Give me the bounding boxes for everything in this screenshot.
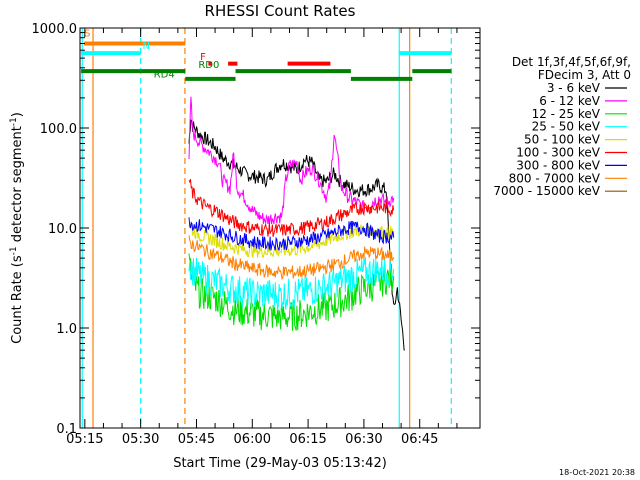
x-tick-label: 05:15 [66,432,103,447]
state-bar-label: N [143,41,150,52]
legend: Det 1f,3f,4f,5f,6f,9f, FDecim 3, Att 0 3… [493,55,631,198]
y-tick-label: 1.0 [56,322,77,337]
x-axis-label: Start Time (29-May-03 05:13:42) [173,456,387,471]
x-tick-label: 05:30 [122,432,159,447]
legend-label: 12 - 25 keV [532,107,601,121]
x-tick-label: 05:45 [178,432,215,447]
state-bar-label: S [84,29,90,40]
state-bar-label: RD4 [154,69,175,80]
y-axis-label: Count Rate (s-1 detector segment-1) [9,112,25,344]
y-label-part: ) [10,112,25,117]
legend-label: 800 - 7000 keV [509,171,601,185]
x-tick-label: 06:15 [289,432,326,447]
y-label-part: detector segment [10,126,25,246]
y-tick-label: 10.0 [48,222,77,237]
legend-label: 6 - 12 keV [539,94,601,108]
legend-label: 25 - 50 keV [532,120,601,134]
legend-label: 100 - 300 keV [516,146,600,160]
series-line [188,119,405,351]
legend-header-line: Det 1f,3f,4f,5f,6f,9f, [512,55,631,69]
legend-label: 50 - 100 keV [524,133,601,147]
chart-title: RHESSI Count Rates [205,2,356,20]
state-bar-label: F [200,52,206,63]
y-label-sup: -1 [9,246,19,255]
series-line [188,96,395,225]
legend-label: 3 - 6 keV [547,81,601,95]
legend-header-line: FDecim 3, Att 0 [538,68,631,82]
y-tick-label: 100.0 [40,122,77,137]
state-bar-label: RD0 [198,60,219,71]
series-line [188,222,395,259]
series-line [188,254,395,311]
timestamp: 18-Oct-2021 20:38 [559,468,635,477]
legend-label: 300 - 800 keV [516,158,600,172]
y-tick-label: 1000.0 [32,22,78,37]
x-tick-label: 06:00 [234,432,271,447]
series-line [188,235,395,280]
series-line [188,179,395,237]
x-tick-label: 06:30 [345,432,382,447]
y-tick-label: 0.1 [56,422,77,437]
series-line [188,217,395,251]
y-label-sup: -1 [9,117,19,126]
legend-label: 7000 - 15000 keV [493,184,600,198]
series-layer [188,96,405,351]
x-axis: 05:15 05:30 05:45 06:00 06:15 06:30 06:45 [66,28,458,447]
x-tick-label: 06:45 [401,432,438,447]
y-label-part: Count Rate (s [10,255,25,344]
y-axis: 1000.0 100.0 10.0 1.0 0.1 [32,22,480,437]
